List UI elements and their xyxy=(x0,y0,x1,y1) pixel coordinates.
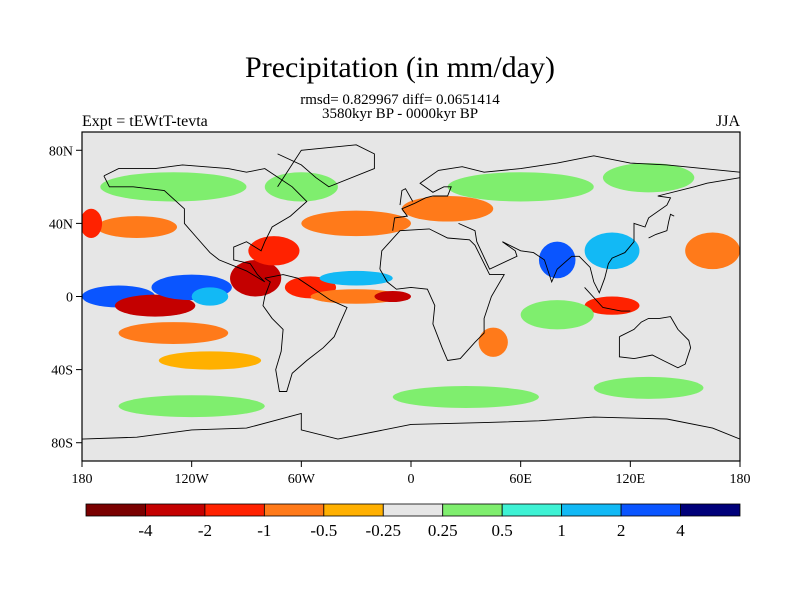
coastline-8 xyxy=(584,287,631,312)
anomaly-region-24 xyxy=(602,163,695,193)
colorbar-label: 0.5 xyxy=(492,521,513,540)
colorbar-swatch xyxy=(561,503,622,517)
anomaly-region-17 xyxy=(538,241,576,279)
anomaly-region-25 xyxy=(118,395,265,418)
anomaly-region-23 xyxy=(447,172,594,202)
anomaly-region-27 xyxy=(593,376,704,399)
lat-tick-label: 80N xyxy=(49,144,73,159)
anomaly-region-4 xyxy=(230,259,282,297)
anomaly-region-18 xyxy=(584,232,640,270)
lat-tick-label: 40S xyxy=(51,364,73,379)
coastline-0 xyxy=(103,164,308,283)
coastline-3 xyxy=(379,228,505,361)
colorbar-label: -4 xyxy=(138,521,153,540)
colorbar-swatch xyxy=(382,503,444,517)
colorbar-label: -2 xyxy=(198,521,212,540)
anomaly-region-13 xyxy=(82,208,103,239)
lat-tick-label: 40N xyxy=(49,217,73,232)
anomaly-region-8 xyxy=(374,291,411,302)
anomaly-region-1 xyxy=(114,294,196,317)
lon-tick-label: 180 xyxy=(730,472,751,487)
coastline-4 xyxy=(392,155,740,231)
colorbar-swatch xyxy=(323,503,384,517)
anomaly-region-20 xyxy=(685,232,740,270)
lon-tick-label: 60E xyxy=(509,472,532,487)
coastlines xyxy=(82,144,740,440)
lat-tick-label: 0 xyxy=(66,291,73,306)
anomaly-region-7 xyxy=(310,289,402,304)
colorbar-swatch xyxy=(85,503,146,517)
colorbar-label: 1 xyxy=(557,521,566,540)
colorbar: -4 -2 -1 -0.5 -0.25 0.25 0.5 1 2 4 xyxy=(85,503,741,540)
colorbar-label: 2 xyxy=(617,521,626,540)
colorbar-swatch xyxy=(145,503,206,517)
coastline-6 xyxy=(618,316,692,369)
coastline-5 xyxy=(458,177,740,294)
anomaly-fields xyxy=(82,163,740,418)
lon-tick-label: 120E xyxy=(616,472,646,487)
anomaly-region-22 xyxy=(264,172,338,202)
anomaly-region-5 xyxy=(248,236,300,266)
lon-tick-label: 0 xyxy=(408,472,415,487)
lon-tick-label: 60W xyxy=(288,472,316,487)
anomaly-region-15 xyxy=(401,195,494,222)
colorbar-label: -0.5 xyxy=(310,521,337,540)
coastline-10 xyxy=(399,188,414,206)
lon-tick-label: 180 xyxy=(72,472,93,487)
anomaly-region-26 xyxy=(392,386,539,408)
anomaly-region-10 xyxy=(118,322,229,345)
anomaly-region-9 xyxy=(319,270,393,286)
colorbar-label: 0.25 xyxy=(428,521,458,540)
colorbar-label: -1 xyxy=(257,521,271,540)
colorbar-swatch xyxy=(620,503,681,517)
experiment-label: Expt = tEWtT-tevta xyxy=(82,113,208,130)
anomaly-region-3 xyxy=(191,287,229,306)
coastline-1 xyxy=(262,274,348,392)
colorbar-swatch xyxy=(442,503,503,517)
coastline-9 xyxy=(648,213,675,239)
chart-title: Precipitation (in mm/day) xyxy=(245,51,555,84)
colorbar-label: 4 xyxy=(676,521,685,540)
coastline-7 xyxy=(82,412,740,440)
anomaly-region-11 xyxy=(158,351,262,370)
lat-tick-label: 80S xyxy=(51,437,73,452)
colorbar-swatch xyxy=(204,503,265,517)
anomaly-region-28 xyxy=(520,300,594,330)
colorbar-swatch xyxy=(263,503,325,517)
anomaly-region-19 xyxy=(584,296,640,315)
period-line: 3580kyr BP - 0000kyr BP xyxy=(321,106,479,122)
colorbar-swatch xyxy=(680,503,741,517)
colorbar-swatch xyxy=(501,503,563,517)
axis-ticks: 80N 40N 0 40S 80S 180 120W 60W 0 60E 120E 180 xyxy=(49,144,751,487)
stats-line: rmsd= 0.829967 diff= 0.0651414 xyxy=(300,92,500,108)
anomaly-region-14 xyxy=(301,210,411,237)
anomaly-region-16 xyxy=(478,327,508,357)
coastline-2 xyxy=(277,144,375,188)
colorbar-label: -0.25 xyxy=(366,521,401,540)
anomaly-region-12 xyxy=(96,216,178,239)
lon-tick-label: 120W xyxy=(175,472,210,487)
anomaly-region-21 xyxy=(100,172,247,202)
season-label: JJA xyxy=(715,113,740,130)
